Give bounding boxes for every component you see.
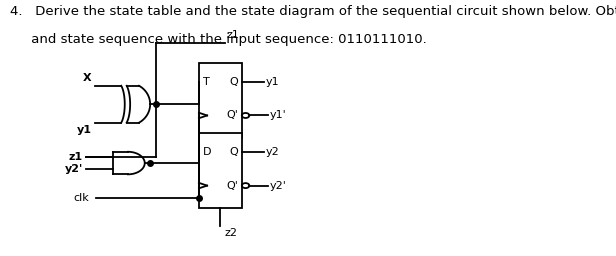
Text: z2: z2 bbox=[224, 228, 237, 238]
Text: Q: Q bbox=[229, 77, 238, 87]
Text: T: T bbox=[203, 77, 210, 87]
Bar bbox=[199, 133, 242, 208]
Text: and state sequence with the input sequence: 0110111010.: and state sequence with the input sequen… bbox=[10, 33, 427, 46]
Text: X: X bbox=[83, 73, 91, 83]
Text: y1: y1 bbox=[76, 125, 91, 135]
Text: z1: z1 bbox=[68, 152, 83, 162]
Text: y1: y1 bbox=[266, 77, 280, 87]
Text: z1: z1 bbox=[227, 30, 240, 40]
Text: y2': y2' bbox=[65, 164, 83, 174]
Text: Q': Q' bbox=[226, 180, 238, 191]
Text: 4.   Derive the state table and the state diagram of the sequential circuit show: 4. Derive the state table and the state … bbox=[10, 5, 616, 18]
Text: D: D bbox=[203, 147, 212, 157]
Text: y1': y1' bbox=[270, 111, 286, 121]
Text: Q: Q bbox=[229, 147, 238, 157]
Text: clk: clk bbox=[73, 193, 89, 203]
Text: y2': y2' bbox=[270, 180, 286, 191]
Text: y2: y2 bbox=[266, 147, 280, 157]
Text: Q': Q' bbox=[226, 111, 238, 121]
Bar bbox=[199, 63, 242, 138]
